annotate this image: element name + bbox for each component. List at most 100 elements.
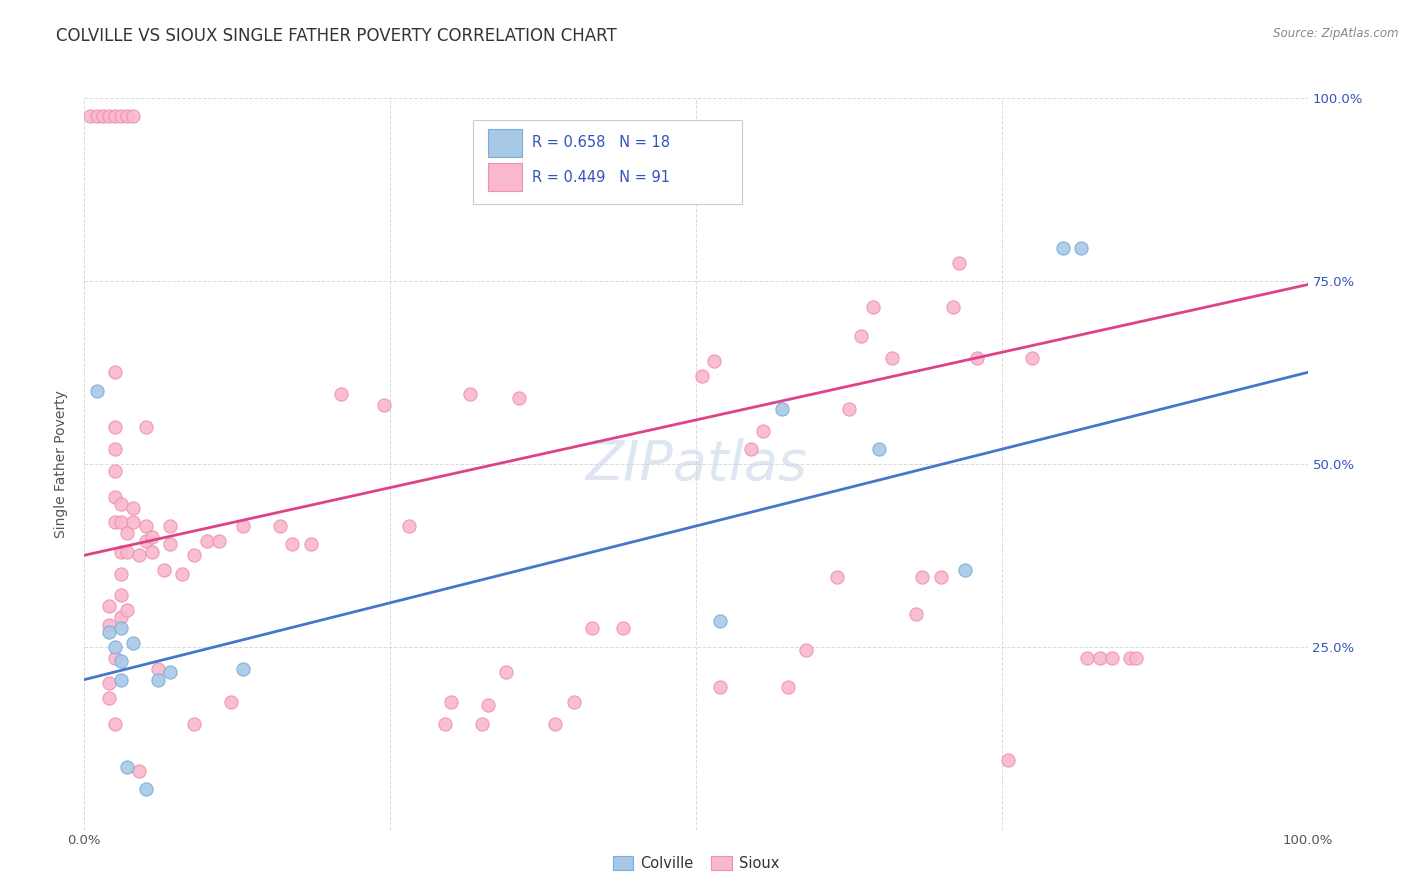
Point	[159, 537, 181, 551]
Point	[110, 673, 132, 687]
Point	[440, 695, 463, 709]
Point	[110, 566, 132, 581]
Point	[110, 544, 132, 558]
Point	[141, 544, 163, 558]
Text: R = 0.658   N = 18: R = 0.658 N = 18	[531, 136, 671, 150]
Point	[115, 544, 138, 558]
Legend: Colville, Sioux: Colville, Sioux	[607, 850, 785, 877]
Point	[330, 387, 353, 401]
Point	[115, 526, 138, 541]
Point	[159, 665, 181, 680]
Point	[122, 110, 145, 124]
Text: R = 0.449   N = 91: R = 0.449 N = 91	[531, 169, 671, 185]
Point	[104, 366, 127, 380]
Point	[434, 716, 457, 731]
Point	[997, 753, 1019, 767]
Point	[942, 300, 965, 314]
Point	[104, 650, 127, 665]
Point	[195, 533, 218, 548]
Point	[110, 622, 132, 636]
Point	[104, 464, 127, 478]
Point	[911, 570, 934, 584]
Point	[110, 610, 132, 624]
Point	[115, 760, 138, 774]
Point	[869, 442, 891, 457]
Point	[770, 402, 793, 417]
Point	[97, 690, 120, 705]
FancyBboxPatch shape	[488, 163, 522, 191]
Point	[110, 589, 132, 603]
Point	[703, 354, 725, 368]
Point	[232, 662, 254, 676]
Point	[141, 530, 163, 544]
Point	[110, 110, 132, 124]
FancyBboxPatch shape	[488, 128, 522, 157]
Point	[79, 110, 101, 124]
Point	[477, 698, 499, 713]
Point	[115, 110, 138, 124]
Point	[373, 398, 395, 412]
Point	[97, 599, 120, 614]
Point	[104, 716, 127, 731]
Point	[97, 676, 120, 690]
Point	[458, 387, 481, 401]
Point	[183, 716, 205, 731]
Point	[97, 625, 120, 640]
Text: ZIPatlas: ZIPatlas	[585, 437, 807, 491]
Point	[122, 636, 145, 650]
Point	[208, 533, 231, 548]
Point	[1021, 351, 1043, 365]
Point	[110, 654, 132, 668]
Text: Source: ZipAtlas.com: Source: ZipAtlas.com	[1274, 27, 1399, 40]
Point	[135, 420, 157, 434]
Point	[948, 256, 970, 270]
Point	[281, 537, 304, 551]
Point	[97, 617, 120, 632]
Point	[838, 402, 860, 417]
Point	[128, 548, 150, 563]
Point	[709, 680, 731, 694]
Point	[929, 570, 952, 584]
Point	[752, 424, 775, 438]
Point	[153, 563, 176, 577]
Point	[183, 548, 205, 563]
Point	[104, 516, 127, 530]
Point	[709, 614, 731, 628]
Point	[1088, 650, 1111, 665]
Point	[794, 643, 817, 657]
Point	[110, 516, 132, 530]
Y-axis label: Single Father Poverty: Single Father Poverty	[55, 390, 69, 538]
Point	[122, 516, 145, 530]
Point	[1052, 241, 1074, 255]
Point	[115, 603, 138, 617]
FancyBboxPatch shape	[474, 120, 742, 204]
Point	[1076, 650, 1098, 665]
Point	[110, 497, 132, 511]
Point	[495, 665, 517, 680]
Point	[581, 622, 603, 636]
Point	[135, 533, 157, 548]
Point	[880, 351, 903, 365]
Point	[86, 384, 108, 398]
Point	[1119, 650, 1142, 665]
Point	[471, 716, 494, 731]
Point	[849, 329, 872, 343]
Point	[104, 640, 127, 654]
Point	[562, 695, 585, 709]
Point	[104, 110, 127, 124]
Point	[398, 519, 420, 533]
Point	[508, 391, 530, 405]
Point	[219, 695, 242, 709]
Point	[740, 442, 762, 457]
Point	[299, 537, 322, 551]
Point	[104, 442, 127, 457]
Point	[612, 622, 634, 636]
Point	[544, 716, 567, 731]
Point	[135, 519, 157, 533]
Point	[104, 490, 127, 504]
Point	[91, 110, 114, 124]
Point	[905, 607, 928, 621]
Point	[146, 662, 169, 676]
Point	[825, 570, 848, 584]
Point	[146, 673, 169, 687]
